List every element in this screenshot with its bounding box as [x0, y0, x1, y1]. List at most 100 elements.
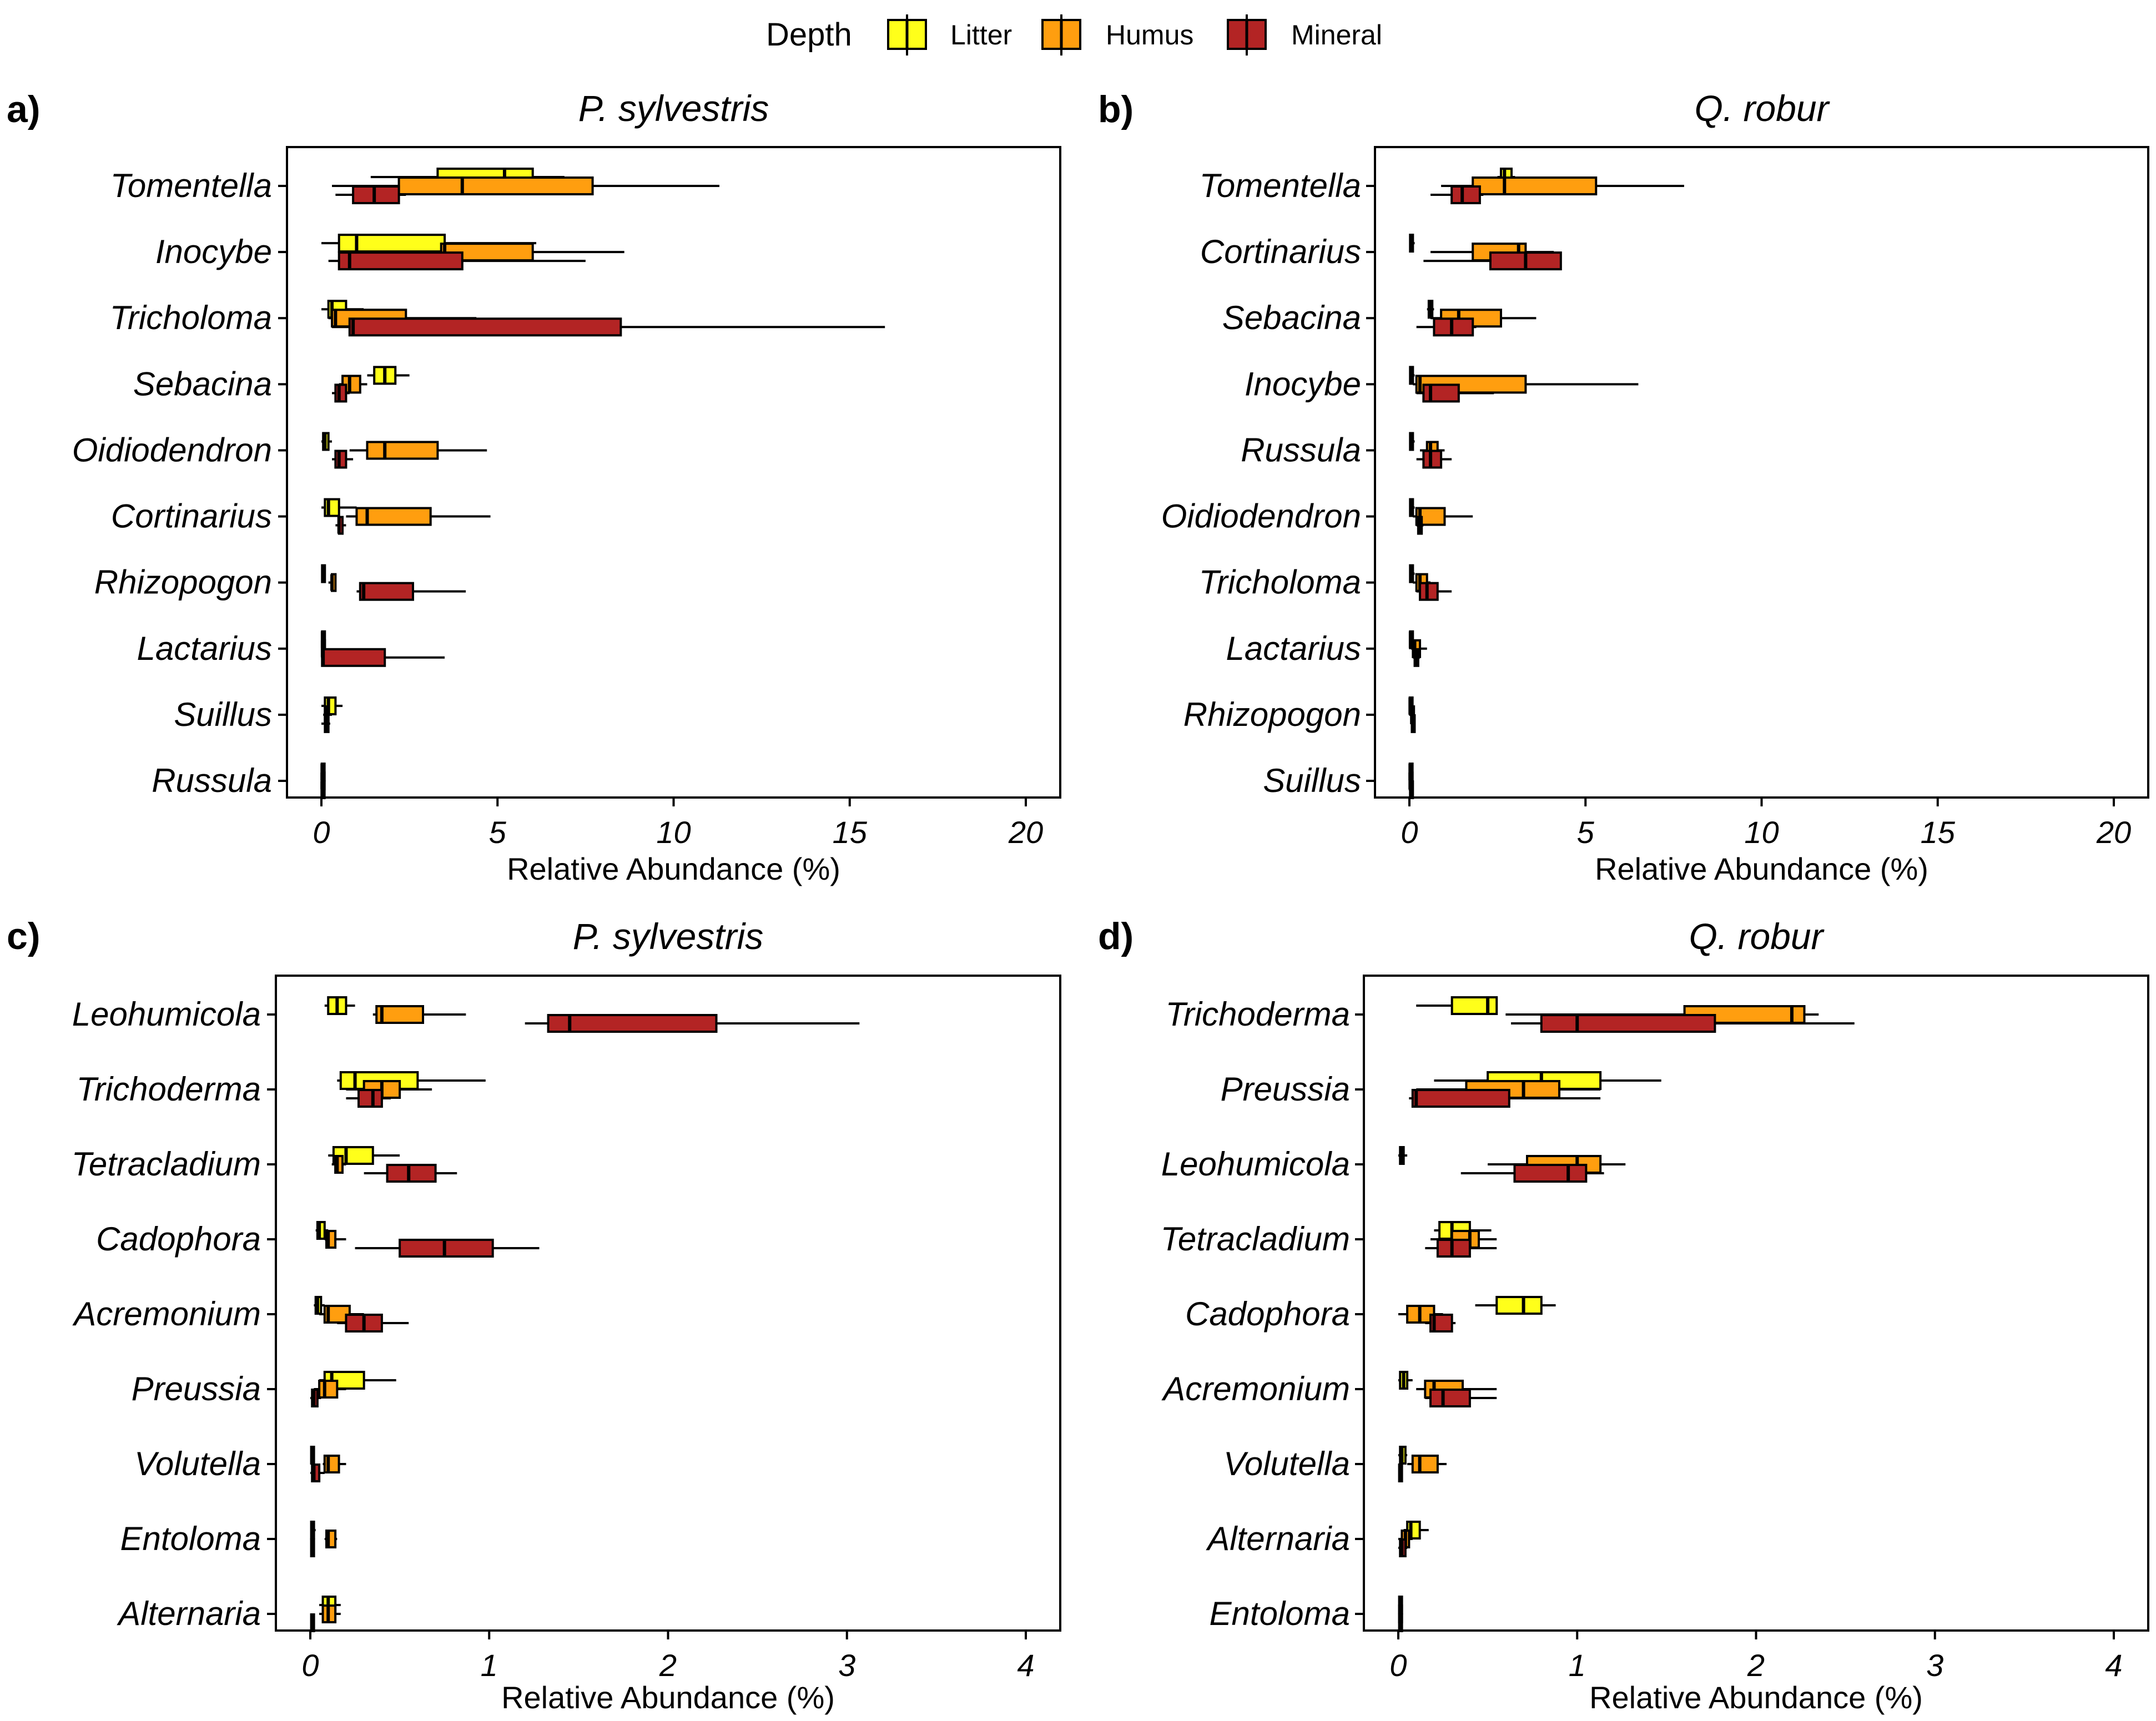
box	[334, 450, 347, 469]
panel-b-xlabel: Relative Abundance (%)	[1595, 851, 1928, 886]
panel-c-category-volutella: Volutella	[134, 1445, 261, 1482]
box	[357, 1089, 383, 1108]
panel-c-box-alternaria-mineral	[310, 1613, 315, 1632]
panel-b-box-sebacina-mineral	[1416, 317, 1477, 337]
panel-a-category-suillus: Suillus	[174, 696, 272, 733]
box	[1422, 450, 1443, 469]
box	[1422, 383, 1460, 403]
panel-b-box-oidiodendron-mineral	[1416, 516, 1424, 535]
panel-a-category-russula: Russula	[152, 762, 272, 799]
panel-a-box-oidiodendron-litter	[321, 432, 333, 451]
panel-b-xtick-label: 0	[1401, 815, 1418, 850]
panel-c-box-acremonium-litter	[314, 1296, 325, 1315]
panel-a-xtick-label: 15	[833, 815, 868, 850]
panel-b-category-rhizopogon: Rhizopogon	[1183, 696, 1361, 733]
panel-c-box-tetracladium-humus	[331, 1155, 346, 1174]
panel-d-xtick-label: 4	[2105, 1648, 2122, 1683]
panel-c-category-cadophora: Cadophora	[96, 1220, 261, 1258]
panel-d-box-cadophora-litter	[1475, 1296, 1556, 1315]
box	[334, 383, 347, 403]
box	[337, 251, 464, 271]
box	[1450, 185, 1481, 204]
panel-a-box-cortinarius-humus	[346, 507, 491, 526]
panel-c-category-alternaria: Alternaria	[117, 1595, 261, 1632]
panel-b-category-tricholoma: Tricholoma	[1199, 564, 1361, 601]
panel-a-frame	[286, 146, 1061, 799]
panel-d-xlabel: Relative Abundance (%)	[1589, 1680, 1923, 1715]
panel-d-box-acremonium-litter	[1398, 1371, 1413, 1390]
panel-d-box-trichoderma-litter	[1416, 996, 1498, 1015]
panel-a-box-tomentella-mineral	[335, 185, 406, 204]
panel-d-box-alternaria-litter	[1403, 1521, 1429, 1540]
panel-b-box-cortinarius-litter	[1409, 234, 1415, 253]
box	[1513, 1164, 1588, 1183]
panel-b-category-inocybe: Inocybe	[1245, 365, 1361, 402]
panel-d-category-leohumicola: Leohumicola	[1161, 1145, 1350, 1183]
box	[547, 1014, 718, 1033]
box	[1419, 582, 1439, 601]
box	[348, 317, 622, 337]
panel-a-box-rhizopogon-litter	[321, 564, 326, 583]
panel-b: b) Q. robur 0 5 10 15 20 Relative Abundance (%)…	[1098, 88, 2149, 886]
panel-d-box-entoloma-mineral	[1398, 1613, 1403, 1632]
panel-c-box-alternaria-humus	[319, 1604, 341, 1623]
panel-d-box-cadophora-mineral	[1425, 1314, 1456, 1333]
panel-a-box-lactarius-mineral	[321, 648, 445, 667]
panel-c-box-volutella-humus	[323, 1455, 346, 1473]
panel-b-letter: b)	[1098, 88, 1134, 130]
panel-b-box-rhizopogon-mineral	[1411, 714, 1416, 733]
panel-c-category-preussia: Preussia	[132, 1370, 261, 1407]
box	[1411, 1455, 1439, 1473]
panel-d-box-volutella-litter	[1398, 1446, 1408, 1465]
box	[359, 582, 414, 601]
panel-c-box-cadophora-humus	[324, 1230, 346, 1249]
panel-c-box-leohumicola-mineral	[525, 1014, 860, 1033]
legend: Depth Litter Humus Mineral	[766, 14, 1382, 55]
panel-c-box-trichoderma-mineral	[346, 1089, 391, 1108]
panel-c-box-preussia-humus	[314, 1380, 346, 1399]
panel-a-xtick-label: 5	[489, 815, 507, 850]
box	[1411, 1089, 1510, 1108]
panel-d-xtick-label: 3	[1926, 1648, 1943, 1683]
panel-b-box-inocybe-litter	[1409, 366, 1415, 385]
panel-b-box-tomentella-humus	[1441, 176, 1684, 195]
panel-b-box-lactarius-mineral	[1413, 648, 1420, 667]
legend-item-humus: Humus	[1041, 14, 1193, 55]
panel-c-box-acremonium-mineral	[337, 1314, 409, 1333]
panel-a: a) P. sylvestris 0 5 10 15 20 Relative Abundanc…	[7, 88, 1061, 886]
panel-a-category-tomentella: Tomentella	[110, 167, 272, 204]
panel-a-box-sebacina-litter	[367, 366, 410, 385]
panel-d-box-volutella-humus	[1407, 1455, 1447, 1473]
box	[366, 441, 439, 460]
panel-d-xtick-label: 0	[1389, 1648, 1407, 1683]
panel-c-box-entoloma-litter	[310, 1521, 316, 1540]
panel-b-category-lactarius: Lactarius	[1226, 630, 1361, 667]
panel-a-category-cortinarius: Cortinarius	[111, 498, 272, 535]
panel-a-category-tricholoma: Tricholoma	[110, 299, 272, 336]
panel-b-xtick-label: 20	[2096, 815, 2131, 850]
panel-c-category-entoloma: Entoloma	[120, 1520, 261, 1557]
panel-c-xlabel: Relative Abundance (%)	[501, 1680, 835, 1715]
panel-b-xtick-label: 15	[1921, 815, 1956, 850]
panel-c-xtick-label: 2	[659, 1648, 677, 1683]
panel-a-box-tricholoma-mineral	[332, 317, 885, 337]
panel-d-frame	[1363, 975, 2149, 1632]
panel-c-box-volutella-mineral	[310, 1463, 325, 1482]
panel-c-box-tetracladium-mineral	[364, 1164, 457, 1183]
box	[321, 648, 386, 667]
panel-d-category-tetracladium: Tetracladium	[1161, 1220, 1350, 1258]
panel-c-box-volutella-litter	[310, 1446, 315, 1465]
panel-b-box-oidiodendron-litter	[1409, 498, 1415, 517]
panel-c-category-tetracladium: Tetracladium	[72, 1145, 261, 1183]
panel-d-box-leohumicola-mineral	[1460, 1164, 1604, 1183]
panel-c-category-trichoderma: Trichoderma	[77, 1071, 261, 1108]
panel-c-title: P. sylvestris	[573, 916, 764, 957]
panel-a-box-oidiodendron-humus	[349, 441, 487, 460]
panel-d-box-alternaria-mineral	[1398, 1538, 1408, 1557]
box	[1472, 176, 1598, 195]
legend-item-mineral: Mineral	[1227, 14, 1382, 55]
panel-c-xtick-label: 3	[838, 1648, 855, 1683]
panel-a-box-suillus-mineral	[321, 714, 330, 733]
box	[1429, 1389, 1471, 1407]
